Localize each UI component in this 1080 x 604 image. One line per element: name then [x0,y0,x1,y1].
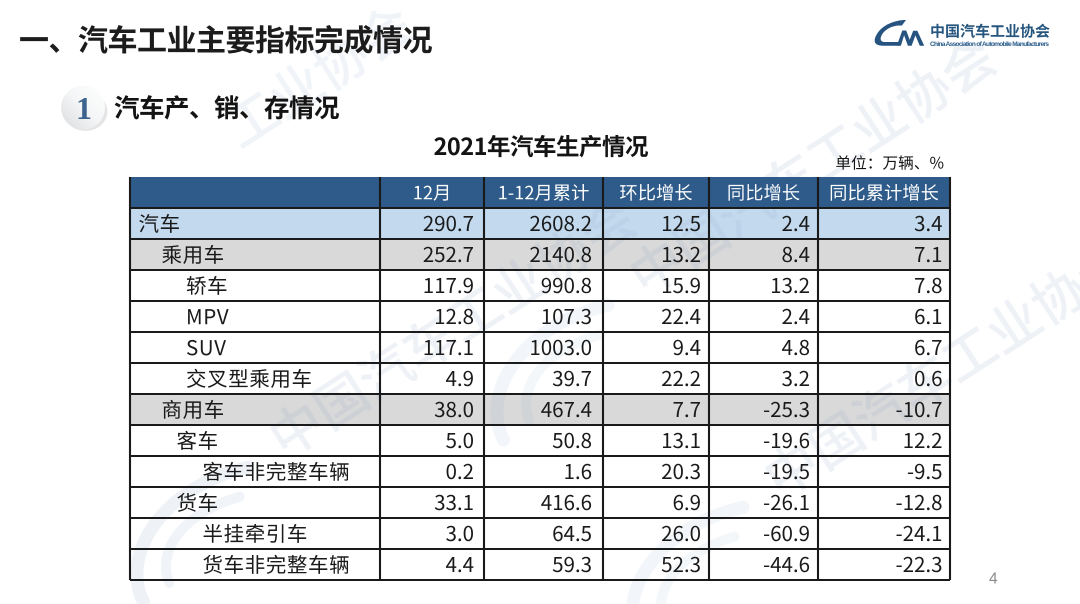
svg-text:China Association of Automobil: China Association of Automobile Manufact… [930,41,1049,48]
svg-text:4: 4 [989,571,998,588]
svg-text:1: 1 [76,90,92,126]
